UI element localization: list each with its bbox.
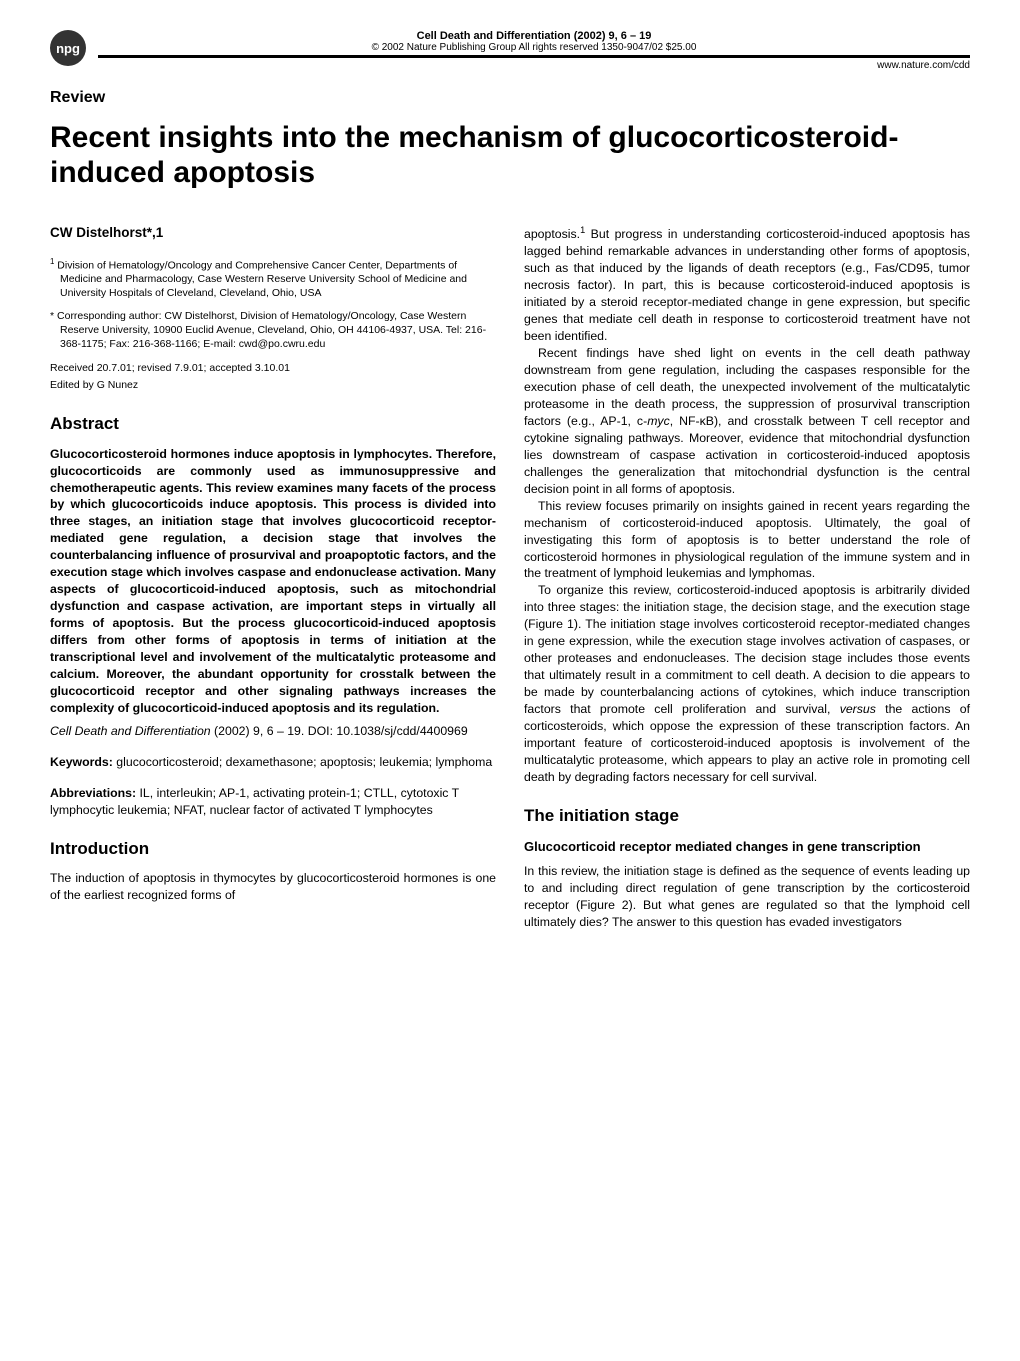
keywords: Keywords: glucocorticosteroid; dexametha…: [50, 754, 496, 771]
initiation-heading: The initiation stage: [524, 804, 970, 827]
keywords-label: Keywords:: [50, 755, 113, 769]
article-type: Review: [50, 89, 970, 107]
two-column-layout: CW Distelhorst*,1 1 Division of Hematolo…: [50, 224, 970, 931]
keywords-text: glucocorticosteroid; dexamethasone; apop…: [113, 755, 492, 769]
publisher-logo: npg: [50, 30, 86, 66]
abbreviations: Abbreviations: IL, interleukin; AP-1, ac…: [50, 785, 496, 819]
p4-versus: versus: [840, 702, 876, 716]
initiation-subheading: Glucocorticoid receptor mediated changes…: [524, 838, 970, 856]
header-block: Cell Death and Differentiation (2002) 9,…: [98, 30, 970, 71]
copyright-line: © 2002 Nature Publishing Group All right…: [98, 42, 970, 53]
left-column: CW Distelhorst*,1 1 Division of Hematolo…: [50, 224, 496, 931]
edited-by: Edited by G Nunez: [50, 378, 496, 392]
abstract-citation: Cell Death and Differentiation (2002) 9,…: [50, 723, 496, 740]
affil-marker: 1: [50, 257, 54, 266]
citation-rest: (2002) 9, 6 – 19. DOI: 10.1038/sj/cdd/44…: [211, 724, 468, 738]
author-name: CW Distelhorst*,1: [50, 224, 496, 243]
body-p4: To organize this review, corticosteroid-…: [524, 582, 970, 786]
p1a: apoptosis.: [524, 227, 580, 241]
journal-citation: Cell Death and Differentiation (2002) 9,…: [98, 30, 970, 42]
p1b: But progress in understanding corticoste…: [524, 227, 970, 343]
p2-myc: myc: [647, 414, 670, 428]
citation-journal: Cell Death and Differentiation: [50, 724, 211, 738]
journal-url: www.nature.com/cdd: [98, 55, 970, 71]
body-p1: apoptosis.1 But progress in understandin…: [524, 224, 970, 345]
corr-text: Corresponding author: CW Distelhorst, Di…: [57, 310, 486, 350]
abstract-heading: Abstract: [50, 412, 496, 435]
affiliation-1: 1 Division of Hematology/Oncology and Co…: [50, 257, 496, 301]
body-p2: Recent findings have shed light on event…: [524, 345, 970, 498]
right-column: apoptosis.1 But progress in understandin…: [524, 224, 970, 931]
abbr-label: Abbreviations:: [50, 786, 136, 800]
intro-p1: The induction of apoptosis in thymocytes…: [50, 870, 496, 904]
abstract-body: Glucocorticosteroid hormones induce apop…: [50, 446, 496, 718]
body-p3: This review focuses primarily on insight…: [524, 498, 970, 583]
author-text: CW Distelhorst*,1: [50, 225, 163, 240]
received-dates: Received 20.7.01; revised 7.9.01; accept…: [50, 361, 496, 375]
page-header: npg Cell Death and Differentiation (2002…: [50, 30, 970, 71]
p4a: To organize this review, corticosteroid-…: [524, 583, 970, 716]
initiation-p1: In this review, the initiation stage is …: [524, 863, 970, 931]
corr-marker: *: [50, 310, 54, 322]
introduction-heading: Introduction: [50, 837, 496, 860]
article-title: Recent insights into the mechanism of gl…: [50, 121, 970, 190]
corresponding-author: * Corresponding author: CW Distelhorst, …: [50, 309, 496, 352]
affil-text: Division of Hematology/Oncology and Comp…: [57, 259, 467, 299]
